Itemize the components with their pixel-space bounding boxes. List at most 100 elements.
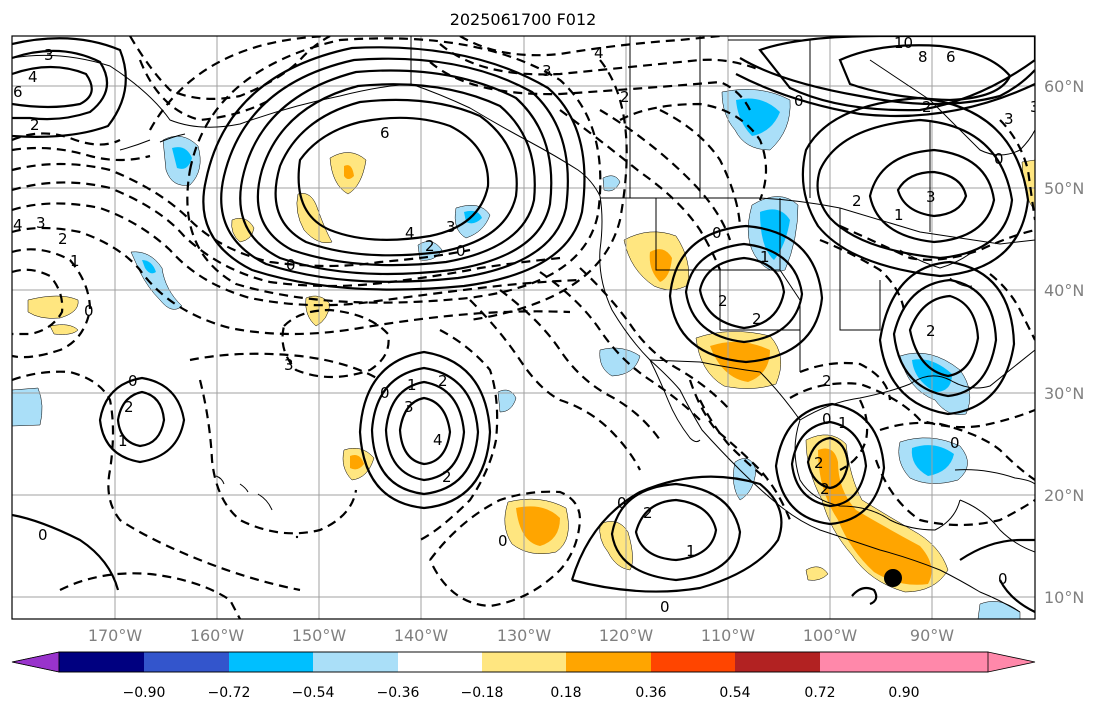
contour-ak-high-1 [220,57,569,283]
contour-ak-high-4 [274,98,518,257]
contour-label: 3 [1004,110,1014,128]
contour-caribbean-1 [851,586,878,606]
contour-mid-low-3 [281,308,390,379]
contour-central-1 [469,299,641,471]
contour-label: 2 [718,292,728,310]
lon-tick-label: 170°W [88,626,143,645]
shade-s-central-orange [516,506,560,546]
contour-label: 3 [926,188,936,206]
shade-far-west-yellow [27,295,79,319]
contour-w-pac-low-ring2 [98,376,186,464]
contour-label: 0 [950,434,960,452]
contour-label: 0 [380,384,390,402]
lon-tick-label: 100°W [803,626,858,645]
shade-nevada-orange [649,249,672,282]
contour-central-5 [419,329,499,541]
contour-caribbean-0 [959,538,1035,613]
colorbar-tick-label: −0.72 [208,685,251,701]
contour-label: 1 [118,432,128,450]
contour-label: 3 [1030,98,1040,116]
lat-tick-label: 20°N [1044,486,1084,505]
contour-label: 2 [643,504,653,522]
colorbar-segment [144,652,229,672]
contour-e-canada-3 [999,119,1035,221]
contour-label: 1 [760,248,770,266]
contour-label: 2 [438,372,448,390]
storm-center-marker [884,569,902,587]
contour-se-low-2 [908,294,980,378]
contour-sw-trough-1 [12,370,301,592]
contour-ak-high-6 [297,116,490,241]
lon-tick-label: 140°W [394,626,449,645]
colorbar-tick-label: 0.72 [804,685,835,701]
contour-top-m3 [439,43,761,76]
contour-label: 1 [686,542,696,560]
dashed-contours [12,36,1035,619]
coastline-central-america [959,499,1035,553]
contour-s-central-0 [428,490,582,608]
contour-us-high-2 [698,256,786,330]
contour-label: 3 [36,214,46,232]
contour-nw-dash-4 [12,146,151,162]
solid-contours [12,36,1035,613]
contour-label: 1 [407,376,417,394]
contour-w-m1 [12,268,64,336]
colorbar-segment [651,652,735,672]
longitude-ticks: 170°W 160°W 150°W 140°W 130°W 120°W 110°… [88,626,954,645]
shade-gulf-blue-core [911,445,954,476]
shade-montana-blue-core [736,98,780,136]
contour-label-layer: 6 4 3 2 6 4 3 2 4 3 2 1 0 0 0 3 0 2 1 4 … [13,34,1040,616]
contour-label: 6 [13,83,23,101]
lat-tick-label: 10°N [1044,588,1084,607]
colorbar-tick-label: −0.54 [292,685,335,701]
contour-pnw-trough-1 [559,109,722,271]
contour-nw-corner-2 [12,65,93,109]
shade-hawaii-n-blue [497,389,517,413]
contour-nw-dash-1 [129,36,331,100]
contour-label: 2 [922,98,932,116]
contour-label: 0 [998,570,1008,588]
contour-label: 2 [620,88,630,106]
contour-label: 0 [128,372,138,390]
contour-can-high-1 [816,118,1014,260]
contour-label: 2 [814,454,824,472]
contour-nw-corner-3 [12,37,127,138]
lat-tick-label: 60°N [1044,77,1084,96]
contour-far-sw-0 [12,513,120,591]
coastline-gulf [799,349,1035,421]
colorbar-tick-label: −0.36 [377,685,420,701]
colorbar-tick-label: 0.54 [719,685,750,701]
shade-wyoming-blue-core [760,209,790,260]
shade-w-pacific-blue-core [142,260,156,274]
contour-cp-high-3 [384,380,466,482]
contour-label: 2 [820,480,830,498]
contour-label: 2 [124,398,134,416]
contour-label: 0 [38,526,48,544]
contour-label: 2 [822,372,832,390]
coastline-hawaii [215,475,273,511]
contour-label: 3 [44,46,54,64]
contour-label: 0 [660,598,670,616]
lat-tick-label: 50°N [1044,179,1084,198]
contour-label: 0 [617,494,627,512]
contour-ne-high-2 [758,36,1035,112]
lon-tick-label: 150°W [292,626,347,645]
contour-n-trough-1 [12,162,471,268]
contour-gulf-trough-1 [799,361,892,401]
lon-tick-label: 90°W [910,626,954,645]
contour-sub-high-2 [634,498,718,562]
lat-tick-label: 40°N [1044,281,1084,300]
contour-cp-high-4 [398,396,452,466]
contour-mx-high-2 [806,436,850,490]
shade-e-pac-orange [818,448,932,585]
colorbar-tick-label: 0.36 [635,685,666,701]
contour-cp-high-1 [358,350,492,510]
contour-label: 10 [894,34,913,52]
contour-label: 2 [58,230,68,248]
contour-label: 2 [852,192,862,210]
contour-nw-corner-1 [12,49,109,121]
border-canada-us [600,197,1035,245]
coastline-baja [649,359,701,443]
map-title: 2025061700 F012 [450,10,597,29]
contour-label: 0 [794,92,804,110]
